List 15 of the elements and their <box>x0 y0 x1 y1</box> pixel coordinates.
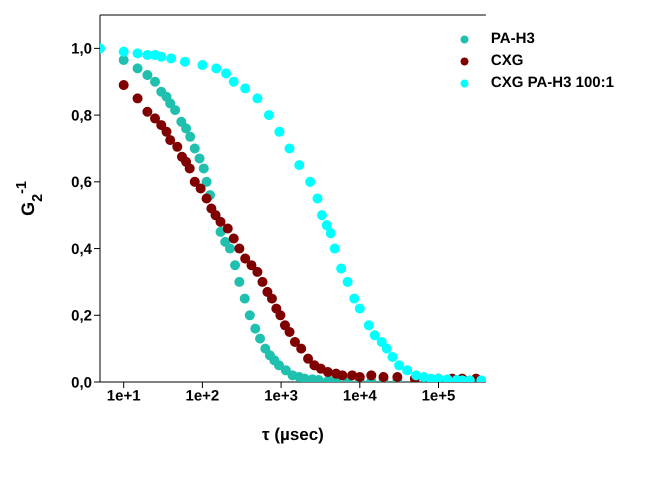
x-tick-label: 1e+2 <box>185 388 220 405</box>
y-tick-label: 0,0 <box>71 374 92 392</box>
legend-label: CXG <box>490 51 524 71</box>
y-tick-label: 0,6 <box>71 174 92 192</box>
y-tick-label: 0,2 <box>71 308 92 325</box>
legend-label: PA-H3 <box>490 29 535 49</box>
y-tick-label: 0,4 <box>71 240 93 258</box>
x-tick-label: 1e+5 <box>422 388 456 405</box>
x-tick-label: 1e+3 <box>264 388 298 405</box>
x-tick-label: 1e+4 <box>342 388 378 405</box>
y-tick-label: 1,0 <box>71 40 92 58</box>
legend-label: CXG PA-H3 100:1 <box>490 73 614 93</box>
y-tick-label: 0,8 <box>71 107 92 124</box>
x-tick-label: 1e+1 <box>106 388 141 405</box>
x-axis-title: τ (µsec) <box>262 425 324 444</box>
